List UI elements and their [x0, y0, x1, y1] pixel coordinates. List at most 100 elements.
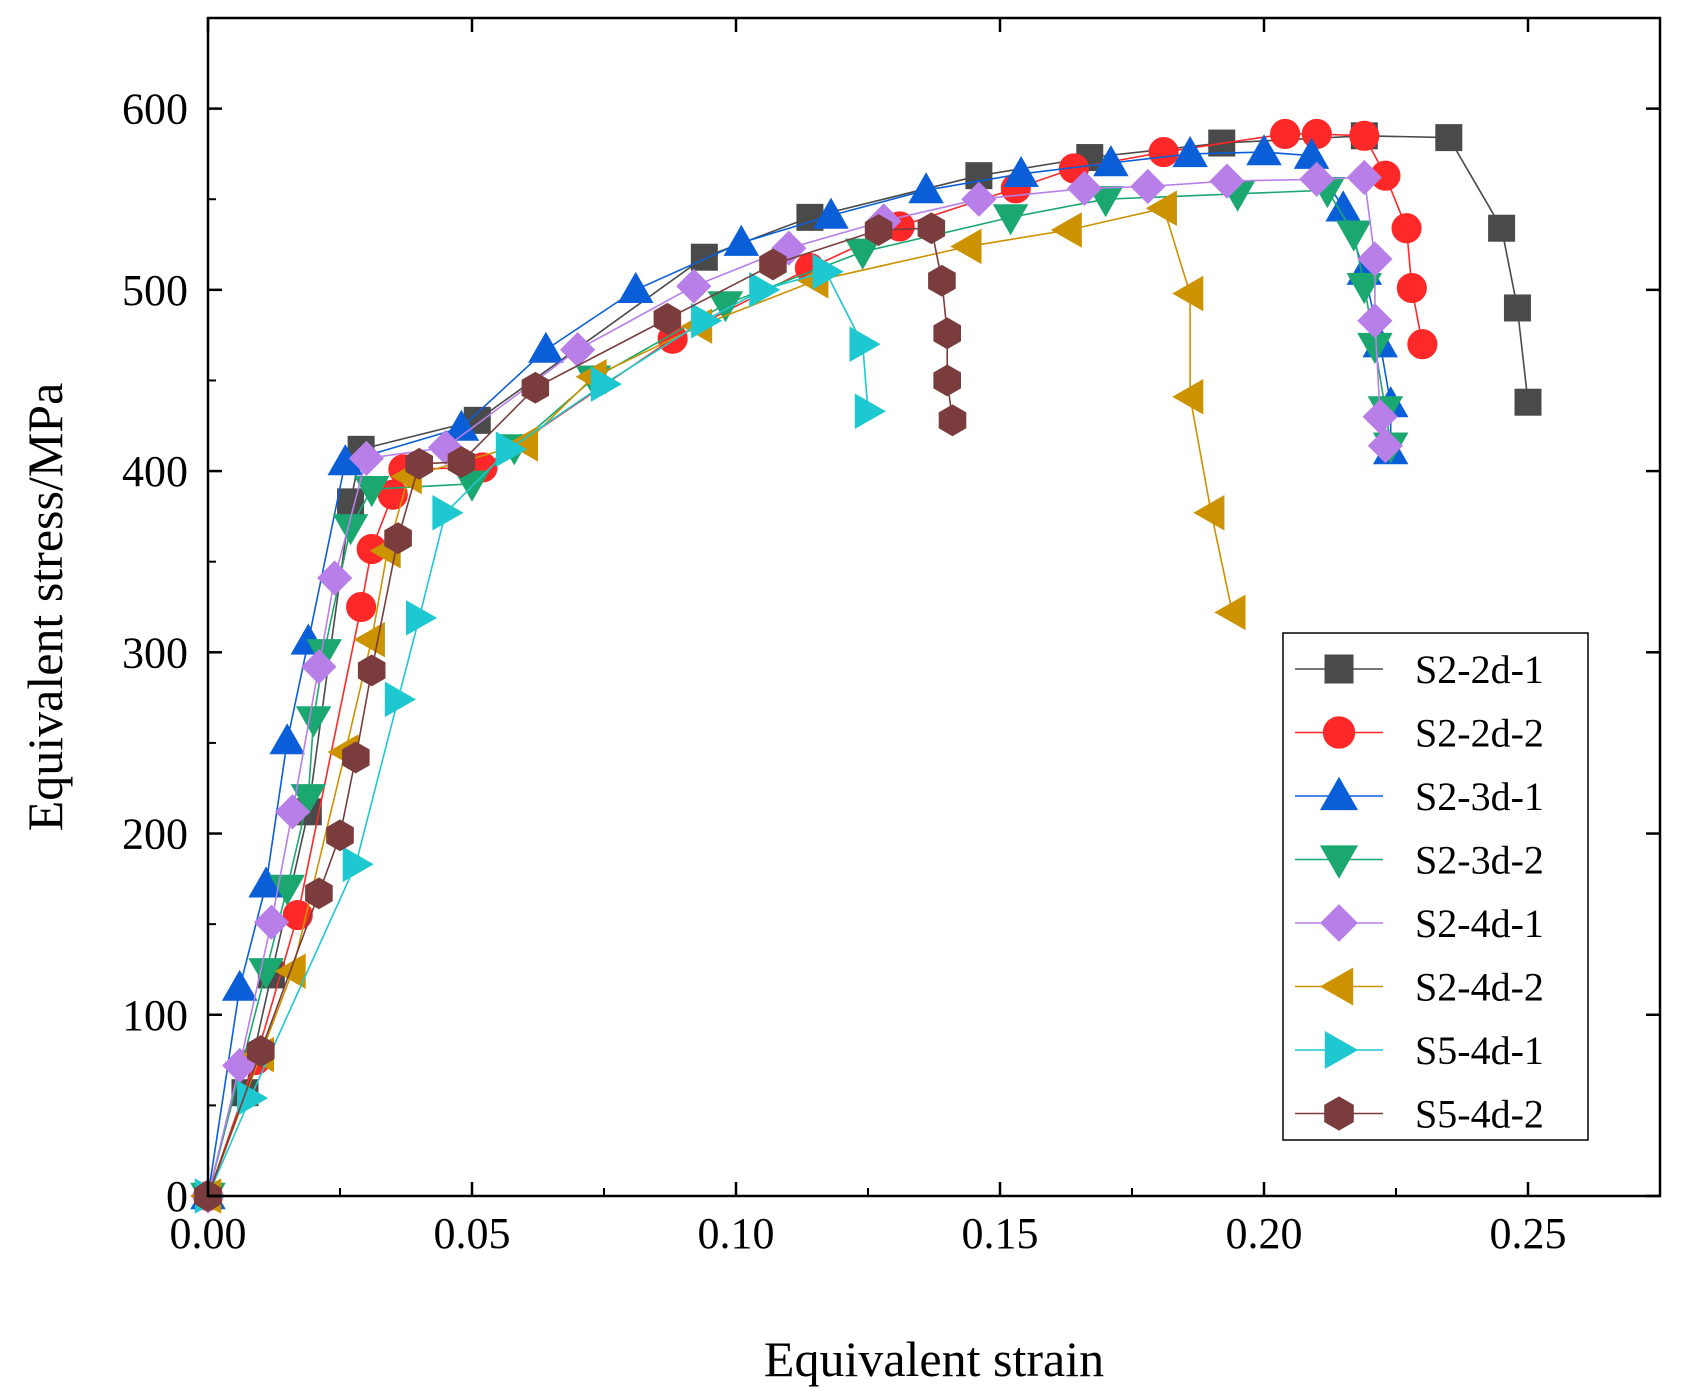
- legend-marker: [1319, 845, 1359, 879]
- data-point: [812, 253, 844, 290]
- data-point: [1488, 214, 1516, 242]
- legend-item: S2-3d-1: [1295, 774, 1544, 819]
- data-point: [221, 969, 258, 1001]
- y-tick-label: 200: [122, 810, 188, 859]
- data-point: [1087, 186, 1124, 218]
- data-point: [1349, 120, 1380, 151]
- data-point: [248, 958, 284, 990]
- data-point: [928, 264, 956, 297]
- legend-marker: [1324, 1096, 1354, 1131]
- legend-marker: [1320, 904, 1358, 942]
- legend-item: S2-2d-2: [1295, 711, 1544, 756]
- data-point: [353, 476, 390, 508]
- data-point: [528, 331, 564, 363]
- data-point: [1003, 155, 1039, 187]
- data-point: [1301, 118, 1332, 150]
- data-point: [1299, 161, 1335, 197]
- series-S5-4d-2: [194, 212, 967, 1212]
- legend-marker: [1324, 654, 1354, 684]
- data-point: [908, 172, 944, 204]
- data-point: [933, 317, 961, 350]
- y-tick-label: 0: [166, 1172, 188, 1221]
- data-point: [384, 681, 417, 718]
- legend-item: S2-4d-1: [1295, 901, 1544, 946]
- data-point: [295, 706, 332, 738]
- data-point: [521, 371, 550, 404]
- data-point: [933, 364, 961, 397]
- data-point: [342, 846, 374, 883]
- data-point: [559, 332, 596, 368]
- y-tick-label: 300: [122, 628, 188, 677]
- x-tick-label: 0.05: [434, 1209, 511, 1258]
- data-point: [1246, 134, 1282, 166]
- x-tick-label: 0.20: [1226, 1209, 1303, 1258]
- data-point: [1145, 190, 1177, 227]
- data-point: [346, 591, 377, 623]
- data-point: [1514, 388, 1542, 416]
- data-point: [326, 819, 354, 852]
- data-point: [864, 214, 893, 246]
- data-point: [317, 560, 353, 596]
- legend-label: S2-3d-2: [1415, 838, 1544, 883]
- data-point: [1346, 159, 1382, 196]
- data-point: [1391, 213, 1422, 244]
- legend-item: S5-4d-2: [1295, 1092, 1544, 1137]
- data-point: [1367, 428, 1404, 464]
- axes: 0.00 0.05 0.10 0.15 0.20 0.25 0 100 200 300 400 500…: [122, 16, 1662, 1258]
- data-point: [357, 654, 386, 687]
- data-point: [844, 238, 881, 270]
- data-point: [305, 877, 333, 910]
- data-point: [938, 404, 967, 437]
- data-point: [1148, 137, 1179, 168]
- data-point: [691, 302, 723, 339]
- data-point: [495, 431, 527, 468]
- legend-marker: [1322, 716, 1356, 749]
- data-point: [290, 784, 327, 816]
- data-point: [447, 446, 476, 478]
- data-point: [332, 514, 369, 546]
- legend-label: S5-4d-2: [1415, 1092, 1544, 1137]
- data-point: [1093, 145, 1129, 177]
- legend-marker: [1319, 967, 1354, 1006]
- data-point: [1050, 212, 1082, 248]
- data-point: [443, 409, 480, 441]
- legend-label: S2-4d-1: [1415, 901, 1544, 946]
- x-axis-title: Equivalent strain: [764, 1331, 1104, 1387]
- data-point: [653, 302, 682, 335]
- data-point: [1214, 594, 1246, 631]
- data-point: [1503, 294, 1531, 322]
- legend-label: S5-4d-1: [1415, 1028, 1544, 1073]
- data-point: [274, 794, 311, 830]
- plot-content: [190, 118, 1542, 1214]
- data-point: [950, 228, 982, 265]
- data-point: [405, 447, 433, 480]
- series-S2-3d-2: [190, 177, 1409, 1214]
- data-point: [348, 440, 385, 477]
- plot-frame: [206, 16, 1662, 1198]
- legend: S2-2d-1 S2-2d-2 S2-3d-1 S2-3d-2 S2-4d-1 S2-4d…: [1282, 632, 1589, 1141]
- data-point: [1407, 329, 1438, 360]
- data-point: [749, 272, 781, 308]
- data-point: [590, 366, 622, 402]
- data-point: [707, 291, 744, 323]
- series-line: [207, 207, 1234, 1197]
- x-tick-label: 0.00: [170, 1209, 247, 1258]
- data-point: [247, 1035, 275, 1067]
- data-point: [1270, 118, 1301, 150]
- legend-label: S2-4d-2: [1415, 965, 1544, 1010]
- data-point: [676, 268, 712, 304]
- legend-item: S2-3d-2: [1295, 838, 1544, 883]
- data-point: [1172, 275, 1204, 312]
- data-point: [1336, 220, 1372, 252]
- y-tick-label: 100: [122, 991, 188, 1040]
- data-point: [723, 224, 760, 256]
- data-point: [253, 904, 290, 940]
- data-point: [1346, 273, 1383, 305]
- y-tick-label: 600: [122, 85, 188, 134]
- data-point: [406, 600, 438, 636]
- series-line: [207, 133, 1424, 1197]
- y-axis-title: Equivalent stress/MPa: [17, 383, 73, 832]
- data-point: [854, 393, 886, 430]
- data-point: [432, 495, 464, 531]
